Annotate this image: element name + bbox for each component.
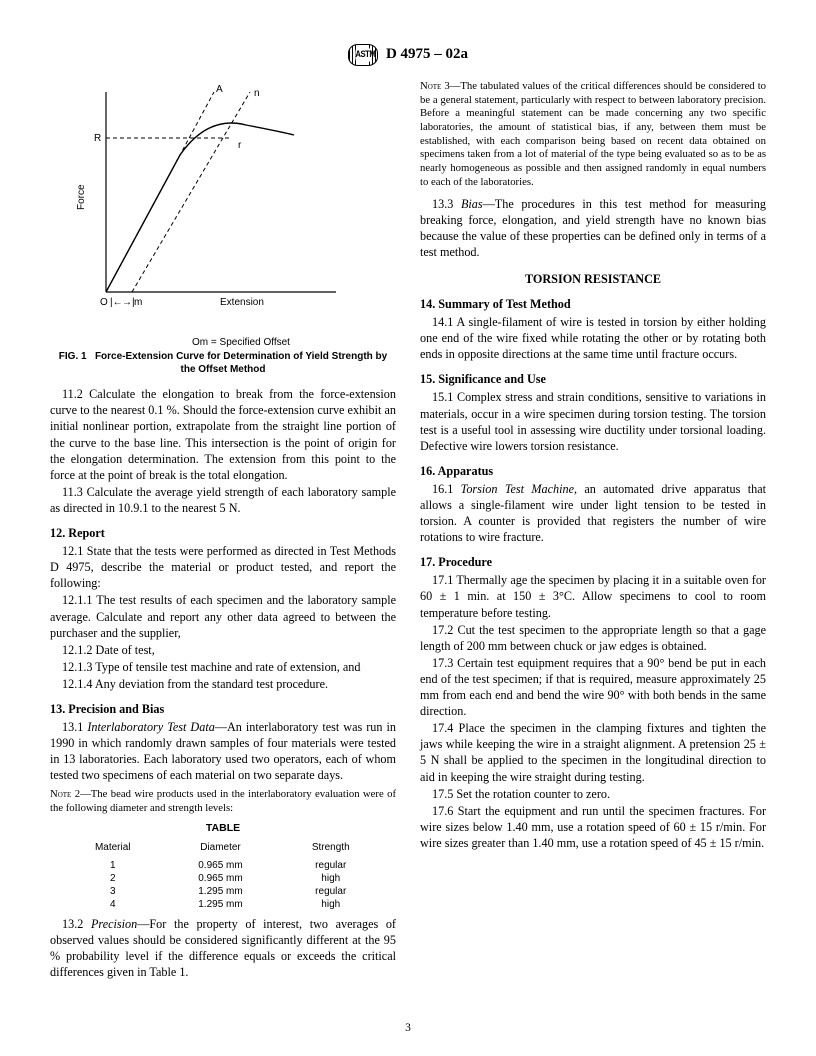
col-diameter: Diameter xyxy=(162,840,280,859)
page: D 4975 – 02a A n R r Force xyxy=(0,0,816,1056)
para-17-5: 17.5 Set the rotation counter to zero. xyxy=(420,786,766,802)
para-13-2-num: 13.2 xyxy=(62,917,91,931)
para-13-2-em: Precision xyxy=(91,917,137,931)
note-3-lead: Note 3 xyxy=(420,80,450,92)
cell: 3 xyxy=(64,885,162,898)
cell: 1.295 mm xyxy=(162,885,280,898)
astm-logo-icon xyxy=(348,44,378,66)
para-16-1-num: 16.1 xyxy=(432,482,461,496)
fig-ylabel: Force xyxy=(76,184,87,210)
heading-16: 16. Apparatus xyxy=(420,463,766,479)
figure-1: A n R r Force O |← →| m Extension Om = S… xyxy=(50,80,396,376)
page-number: 3 xyxy=(0,1021,816,1036)
para-17-4: 17.4 Place the specimen in the clamping … xyxy=(420,720,766,784)
fig-label-r: r xyxy=(238,140,242,151)
table-row: 20.965 mmhigh xyxy=(64,872,382,885)
para-17-2: 17.2 Cut the test specimen to the approp… xyxy=(420,622,766,654)
table-row: 10.965 mmregular xyxy=(64,859,382,872)
para-13-1-num: 13.1 xyxy=(62,720,87,734)
fig-xlabel: Extension xyxy=(220,297,264,308)
heading-12: 12. Report xyxy=(50,525,396,541)
para-13-3: 13.3 Bias—The procedures in this test me… xyxy=(420,196,766,260)
materials-table-title: TABLE xyxy=(50,822,396,836)
heading-17: 17. Procedure xyxy=(420,554,766,570)
cell: high xyxy=(279,898,382,911)
fig-label-R: R xyxy=(94,133,101,144)
col-strength: Strength xyxy=(279,840,382,859)
cell: regular xyxy=(279,859,382,872)
cell: 0.965 mm xyxy=(162,872,280,885)
para-16-1: 16.1 Torsion Test Machine, an automated … xyxy=(420,481,766,545)
figure-1-caption-lead: FIG. 1 xyxy=(59,351,87,362)
para-15-1: 15.1 Complex stress and strain condition… xyxy=(420,389,766,453)
fig-label-A: A xyxy=(216,84,223,95)
page-header: D 4975 – 02a xyxy=(50,44,766,66)
fig-arrR: →| xyxy=(122,297,135,308)
cell: 2 xyxy=(64,872,162,885)
para-12-1-1: 12.1.1 The test results of each specimen… xyxy=(50,592,396,640)
heading-14: 14. Summary of Test Method xyxy=(420,296,766,312)
fig-O: O xyxy=(100,297,108,308)
para-17-3: 17.3 Certain test equipment requires tha… xyxy=(420,655,766,719)
fig-label-n: n xyxy=(254,88,260,99)
cell: regular xyxy=(279,885,382,898)
para-13-1-em: Interlaboratory Test Data xyxy=(87,720,214,734)
para-13-2: 13.2 Precision—For the property of inter… xyxy=(50,916,396,980)
figure-1-offset-note: Om = Specified Offset xyxy=(86,336,396,349)
para-12-1-3: 12.1.3 Type of tensile test machine and … xyxy=(50,659,396,675)
para-17-1: 17.1 Thermally age the specimen by placi… xyxy=(420,572,766,620)
table-row: 31.295 mmregular xyxy=(64,885,382,898)
para-17-6: 17.6 Start the equipment and run until t… xyxy=(420,803,766,851)
para-16-1-em: Torsion Test Machine xyxy=(461,482,574,496)
note-3: Note 3—The tabulated values of the criti… xyxy=(420,80,766,190)
para-12-1-4: 12.1.4 Any deviation from the standard t… xyxy=(50,676,396,692)
cell: 1.295 mm xyxy=(162,898,280,911)
materials-table: Material Diameter Strength 10.965 mmregu… xyxy=(64,840,382,912)
cell: 1 xyxy=(64,859,162,872)
para-14-1: 14.1 A single-filament of wire is tested… xyxy=(420,314,766,362)
designation: D 4975 – 02a xyxy=(386,45,468,65)
cell: 4 xyxy=(64,898,162,911)
note-2-body: —The bead wire products used in the inte… xyxy=(50,788,396,814)
para-13-1: 13.1 Interlaboratory Test Data—An interl… xyxy=(50,719,396,783)
heading-15: 15. Significance and Use xyxy=(420,371,766,387)
figure-1-caption-text: Force-Extension Curve for Determination … xyxy=(95,351,387,375)
para-13-3-em: Bias xyxy=(461,197,483,211)
note-2: Note 2—The bead wire products used in th… xyxy=(50,788,396,815)
para-11-3: 11.3 Calculate the average yield strengt… xyxy=(50,484,396,516)
table-row: 41.295 mmhigh xyxy=(64,898,382,911)
para-12-1-2: 12.1.2 Date of test, xyxy=(50,642,396,658)
materials-table-block: TABLE Material Diameter Strength 10.965 … xyxy=(50,822,396,912)
note-2-lead: Note 2 xyxy=(50,788,80,800)
fig-m: m xyxy=(134,297,142,308)
cell: 0.965 mm xyxy=(162,859,280,872)
figure-1-svg: A n R r Force O |← →| m Extension xyxy=(50,80,350,330)
para-13-3-num: 13.3 xyxy=(432,197,461,211)
heading-torsion: TORSION RESISTANCE xyxy=(420,271,766,287)
two-column-body: A n R r Force O |← →| m Extension Om = S… xyxy=(50,80,766,1008)
heading-13: 13. Precision and Bias xyxy=(50,701,396,717)
cell: high xyxy=(279,872,382,885)
fig-arrL: |← xyxy=(110,297,123,308)
para-11-2: 11.2 Calculate the elongation to break f… xyxy=(50,386,396,483)
para-12-1: 12.1 State that the tests were performed… xyxy=(50,543,396,591)
col-material: Material xyxy=(64,840,162,859)
note-3-body: —The tabulated values of the critical di… xyxy=(420,80,766,188)
figure-1-caption: FIG. 1 Force-Extension Curve for Determi… xyxy=(50,351,396,376)
